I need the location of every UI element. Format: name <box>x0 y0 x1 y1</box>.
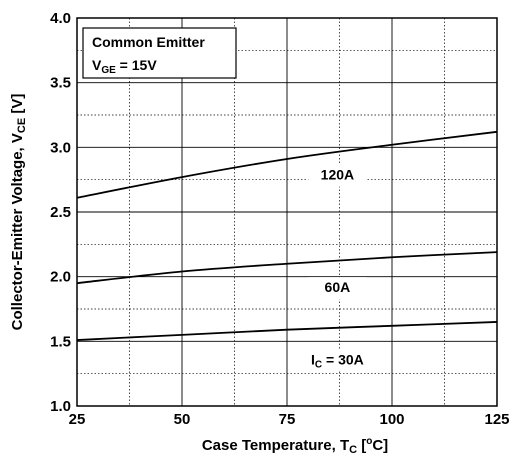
series-label-bg <box>308 277 367 300</box>
y-tick-label: 4.0 <box>50 10 71 27</box>
y-tick-label: 3.0 <box>50 139 71 156</box>
y-axis-title: Collector-Emitter Voltage, VCE [V] <box>9 94 28 331</box>
series-line <box>76 321 498 341</box>
x-tick-label: 25 <box>69 411 86 428</box>
curves <box>76 130 498 341</box>
series-line <box>76 130 498 199</box>
series-label: IC = 30A <box>311 352 364 371</box>
legend-line-1: Common Emitter <box>92 34 205 50</box>
tick-labels: 25 50 75 100 125 1.0 1.5 2.0 2.5 3.0 3.5 4.0 <box>50 10 509 428</box>
y-tick-label: 3.5 <box>50 75 71 92</box>
x-tick-label: 75 <box>279 411 296 428</box>
series-label: 120A <box>321 167 354 183</box>
x-tick-label: 50 <box>174 411 191 428</box>
series-labels: 120A 60A IC = 30A <box>292 164 383 372</box>
series-label: 60A <box>325 279 351 295</box>
x-axis-title: Case Temperature, TC [oC] <box>202 436 388 456</box>
y-tick-label: 1.0 <box>50 398 71 415</box>
plot-frame <box>76 17 498 407</box>
x-tick-label: 100 <box>379 411 404 428</box>
y-tick-label: 2.0 <box>50 269 71 286</box>
legend-line-2: VGE = 15V <box>92 57 157 76</box>
grid <box>77 18 497 406</box>
y-tick-label: 2.5 <box>50 204 71 221</box>
legend-box: Common Emitter VGE = 15V <box>82 27 237 79</box>
series-label-bg <box>308 164 367 187</box>
series-label-bg <box>292 349 383 372</box>
x-tick-label: 125 <box>484 411 509 428</box>
y-tick-label: 1.5 <box>50 333 71 350</box>
series-line <box>76 251 498 285</box>
